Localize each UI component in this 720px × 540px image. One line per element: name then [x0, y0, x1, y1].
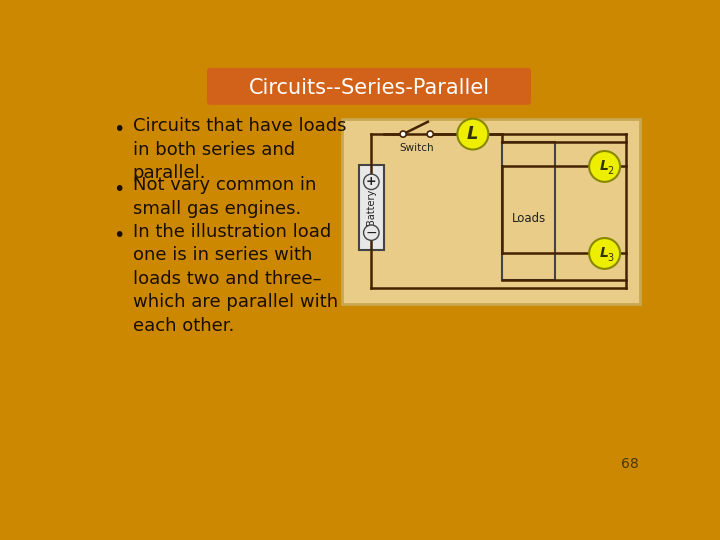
Text: Circuits that have loads
in both series and
parallel.: Circuits that have loads in both series … — [132, 117, 346, 183]
Bar — [359, 165, 384, 249]
Text: 68: 68 — [621, 457, 639, 471]
Circle shape — [364, 225, 379, 240]
Text: +: + — [366, 176, 377, 188]
Circle shape — [400, 131, 406, 137]
Text: Circuits--Series-Parallel: Circuits--Series-Parallel — [248, 78, 490, 98]
Text: •: • — [113, 226, 125, 245]
Circle shape — [457, 119, 488, 150]
FancyBboxPatch shape — [207, 68, 531, 105]
Text: Battery: Battery — [366, 189, 377, 225]
Text: L: L — [599, 159, 608, 173]
Text: •: • — [113, 179, 125, 199]
Circle shape — [589, 151, 620, 182]
Text: Not vary common in
small gas engines.: Not vary common in small gas engines. — [132, 177, 316, 218]
Text: −: − — [366, 226, 377, 240]
Text: L: L — [599, 246, 608, 260]
Bar — [503, 142, 555, 280]
Circle shape — [427, 131, 433, 137]
FancyBboxPatch shape — [342, 119, 640, 303]
Circle shape — [589, 238, 620, 269]
Text: 2: 2 — [607, 166, 613, 176]
Text: Loads: Loads — [511, 212, 546, 225]
Text: In the illustration load
one is in series with
loads two and three–
which are pa: In the illustration load one is in serie… — [132, 222, 338, 335]
Circle shape — [364, 174, 379, 190]
Text: Switch: Switch — [400, 143, 434, 153]
Text: L: L — [467, 125, 479, 143]
Text: 3: 3 — [607, 253, 613, 263]
Text: •: • — [113, 120, 125, 139]
